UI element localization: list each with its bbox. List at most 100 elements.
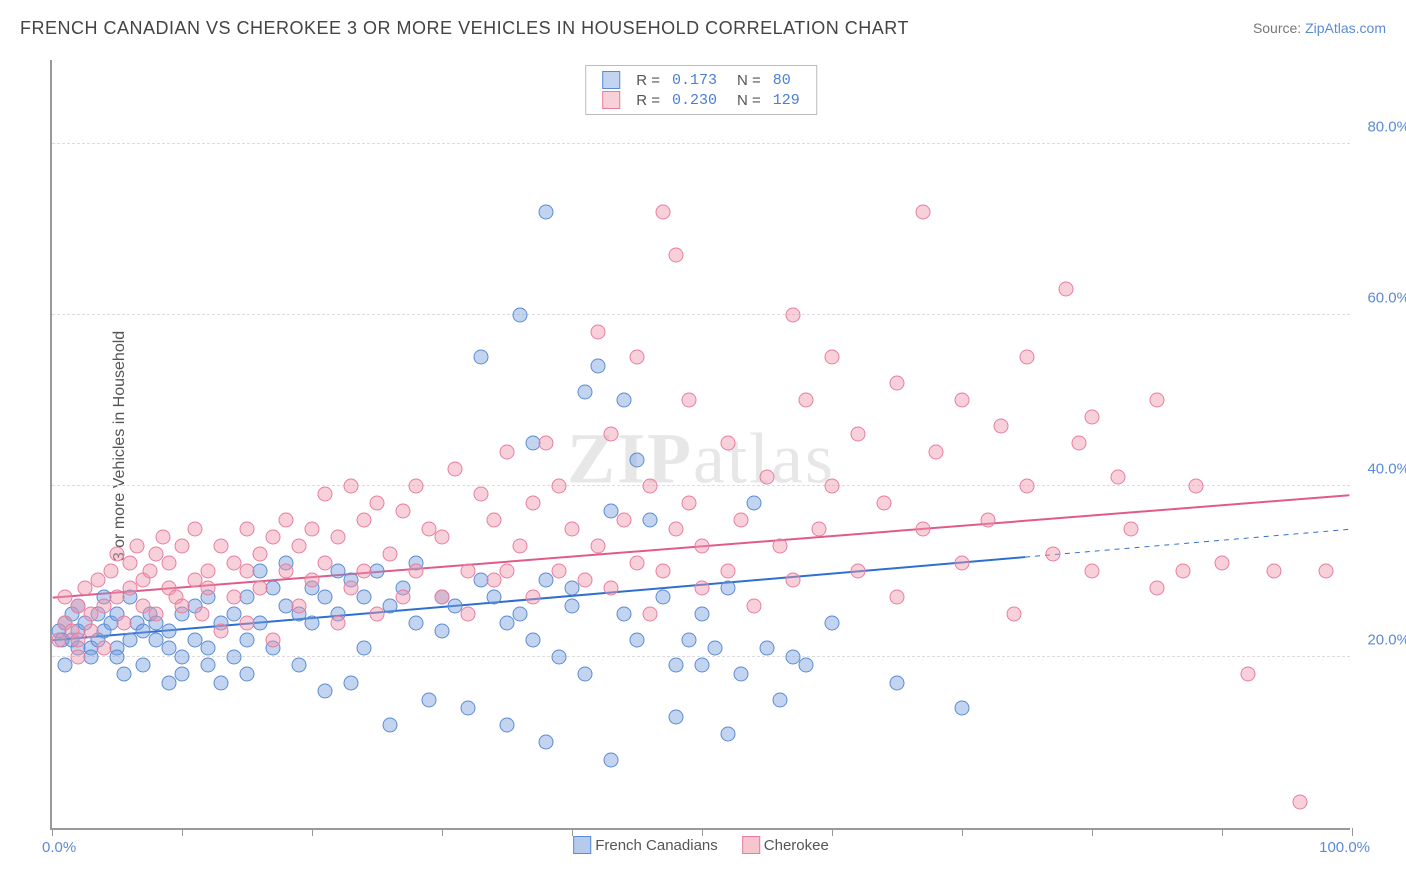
data-point: [409, 615, 424, 630]
data-point: [155, 530, 170, 545]
data-point: [396, 590, 411, 605]
data-point: [461, 564, 476, 579]
data-point: [214, 538, 229, 553]
source-link[interactable]: ZipAtlas.com: [1305, 20, 1386, 36]
data-point: [1059, 282, 1074, 297]
data-point: [123, 632, 138, 647]
data-point: [1189, 478, 1204, 493]
data-point: [175, 598, 190, 613]
trend-lines: [52, 60, 1350, 828]
data-point: [357, 564, 372, 579]
data-point: [786, 572, 801, 587]
data-point: [643, 607, 658, 622]
data-point: [1241, 667, 1256, 682]
data-point: [409, 478, 424, 493]
data-point: [669, 247, 684, 262]
data-point: [279, 513, 294, 528]
data-point: [240, 632, 255, 647]
data-point: [513, 538, 528, 553]
data-point: [617, 393, 632, 408]
data-point: [565, 521, 580, 536]
data-point: [162, 675, 177, 690]
data-point: [370, 564, 385, 579]
gridline: [52, 656, 1350, 657]
data-point: [721, 726, 736, 741]
data-point: [695, 581, 710, 596]
data-point: [916, 521, 931, 536]
data-point: [539, 436, 554, 451]
data-point: [175, 538, 190, 553]
data-point: [591, 324, 606, 339]
legend-series: French Canadians Cherokee: [561, 836, 841, 858]
data-point: [513, 307, 528, 322]
data-point: [253, 615, 268, 630]
data-point: [539, 205, 554, 220]
y-tick-label: 80.0%: [1367, 118, 1406, 135]
source-credit: Source: ZipAtlas.com: [1253, 20, 1386, 36]
data-point: [591, 359, 606, 374]
data-point: [253, 564, 268, 579]
data-point: [890, 590, 905, 605]
data-point: [292, 538, 307, 553]
y-tick-label: 40.0%: [1367, 460, 1406, 477]
data-point: [513, 607, 528, 622]
data-point: [136, 658, 151, 673]
data-point: [71, 632, 86, 647]
data-point: [799, 658, 814, 673]
data-point: [682, 495, 697, 510]
data-point: [500, 444, 515, 459]
chart-title: FRENCH CANADIAN VS CHEROKEE 3 OR MORE VE…: [20, 18, 909, 39]
data-point: [669, 709, 684, 724]
data-point: [175, 667, 190, 682]
data-point: [1150, 581, 1165, 596]
x-tick: [442, 828, 443, 836]
data-point: [318, 684, 333, 699]
data-point: [331, 530, 346, 545]
data-point: [253, 547, 268, 562]
data-point: [916, 205, 931, 220]
data-point: [110, 590, 125, 605]
data-point: [955, 555, 970, 570]
data-point: [825, 478, 840, 493]
data-point: [162, 555, 177, 570]
data-point: [526, 590, 541, 605]
data-point: [617, 607, 632, 622]
data-point: [292, 598, 307, 613]
data-point: [123, 555, 138, 570]
data-point: [266, 530, 281, 545]
data-point: [994, 418, 1009, 433]
data-point: [84, 649, 99, 664]
data-point: [1085, 564, 1100, 579]
data-point: [240, 590, 255, 605]
data-point: [721, 581, 736, 596]
data-point: [194, 607, 209, 622]
data-point: [344, 478, 359, 493]
data-point: [422, 692, 437, 707]
data-point: [708, 641, 723, 656]
data-point: [331, 615, 346, 630]
data-point: [435, 624, 450, 639]
x-tick: [1222, 828, 1223, 836]
x-tick: [702, 828, 703, 836]
data-point: [565, 598, 580, 613]
data-point: [97, 598, 112, 613]
data-point: [773, 538, 788, 553]
data-point: [1085, 410, 1100, 425]
data-point: [786, 307, 801, 322]
data-point: [435, 590, 450, 605]
data-point: [305, 615, 320, 630]
data-point: [578, 384, 593, 399]
data-point: [305, 572, 320, 587]
x-tick: [182, 828, 183, 836]
data-point: [552, 649, 567, 664]
data-point: [344, 581, 359, 596]
data-point: [578, 572, 593, 587]
data-point: [526, 632, 541, 647]
data-point: [890, 376, 905, 391]
data-point: [461, 607, 476, 622]
data-point: [188, 521, 203, 536]
data-point: [175, 649, 190, 664]
data-point: [292, 658, 307, 673]
data-point: [825, 615, 840, 630]
data-point: [630, 453, 645, 468]
